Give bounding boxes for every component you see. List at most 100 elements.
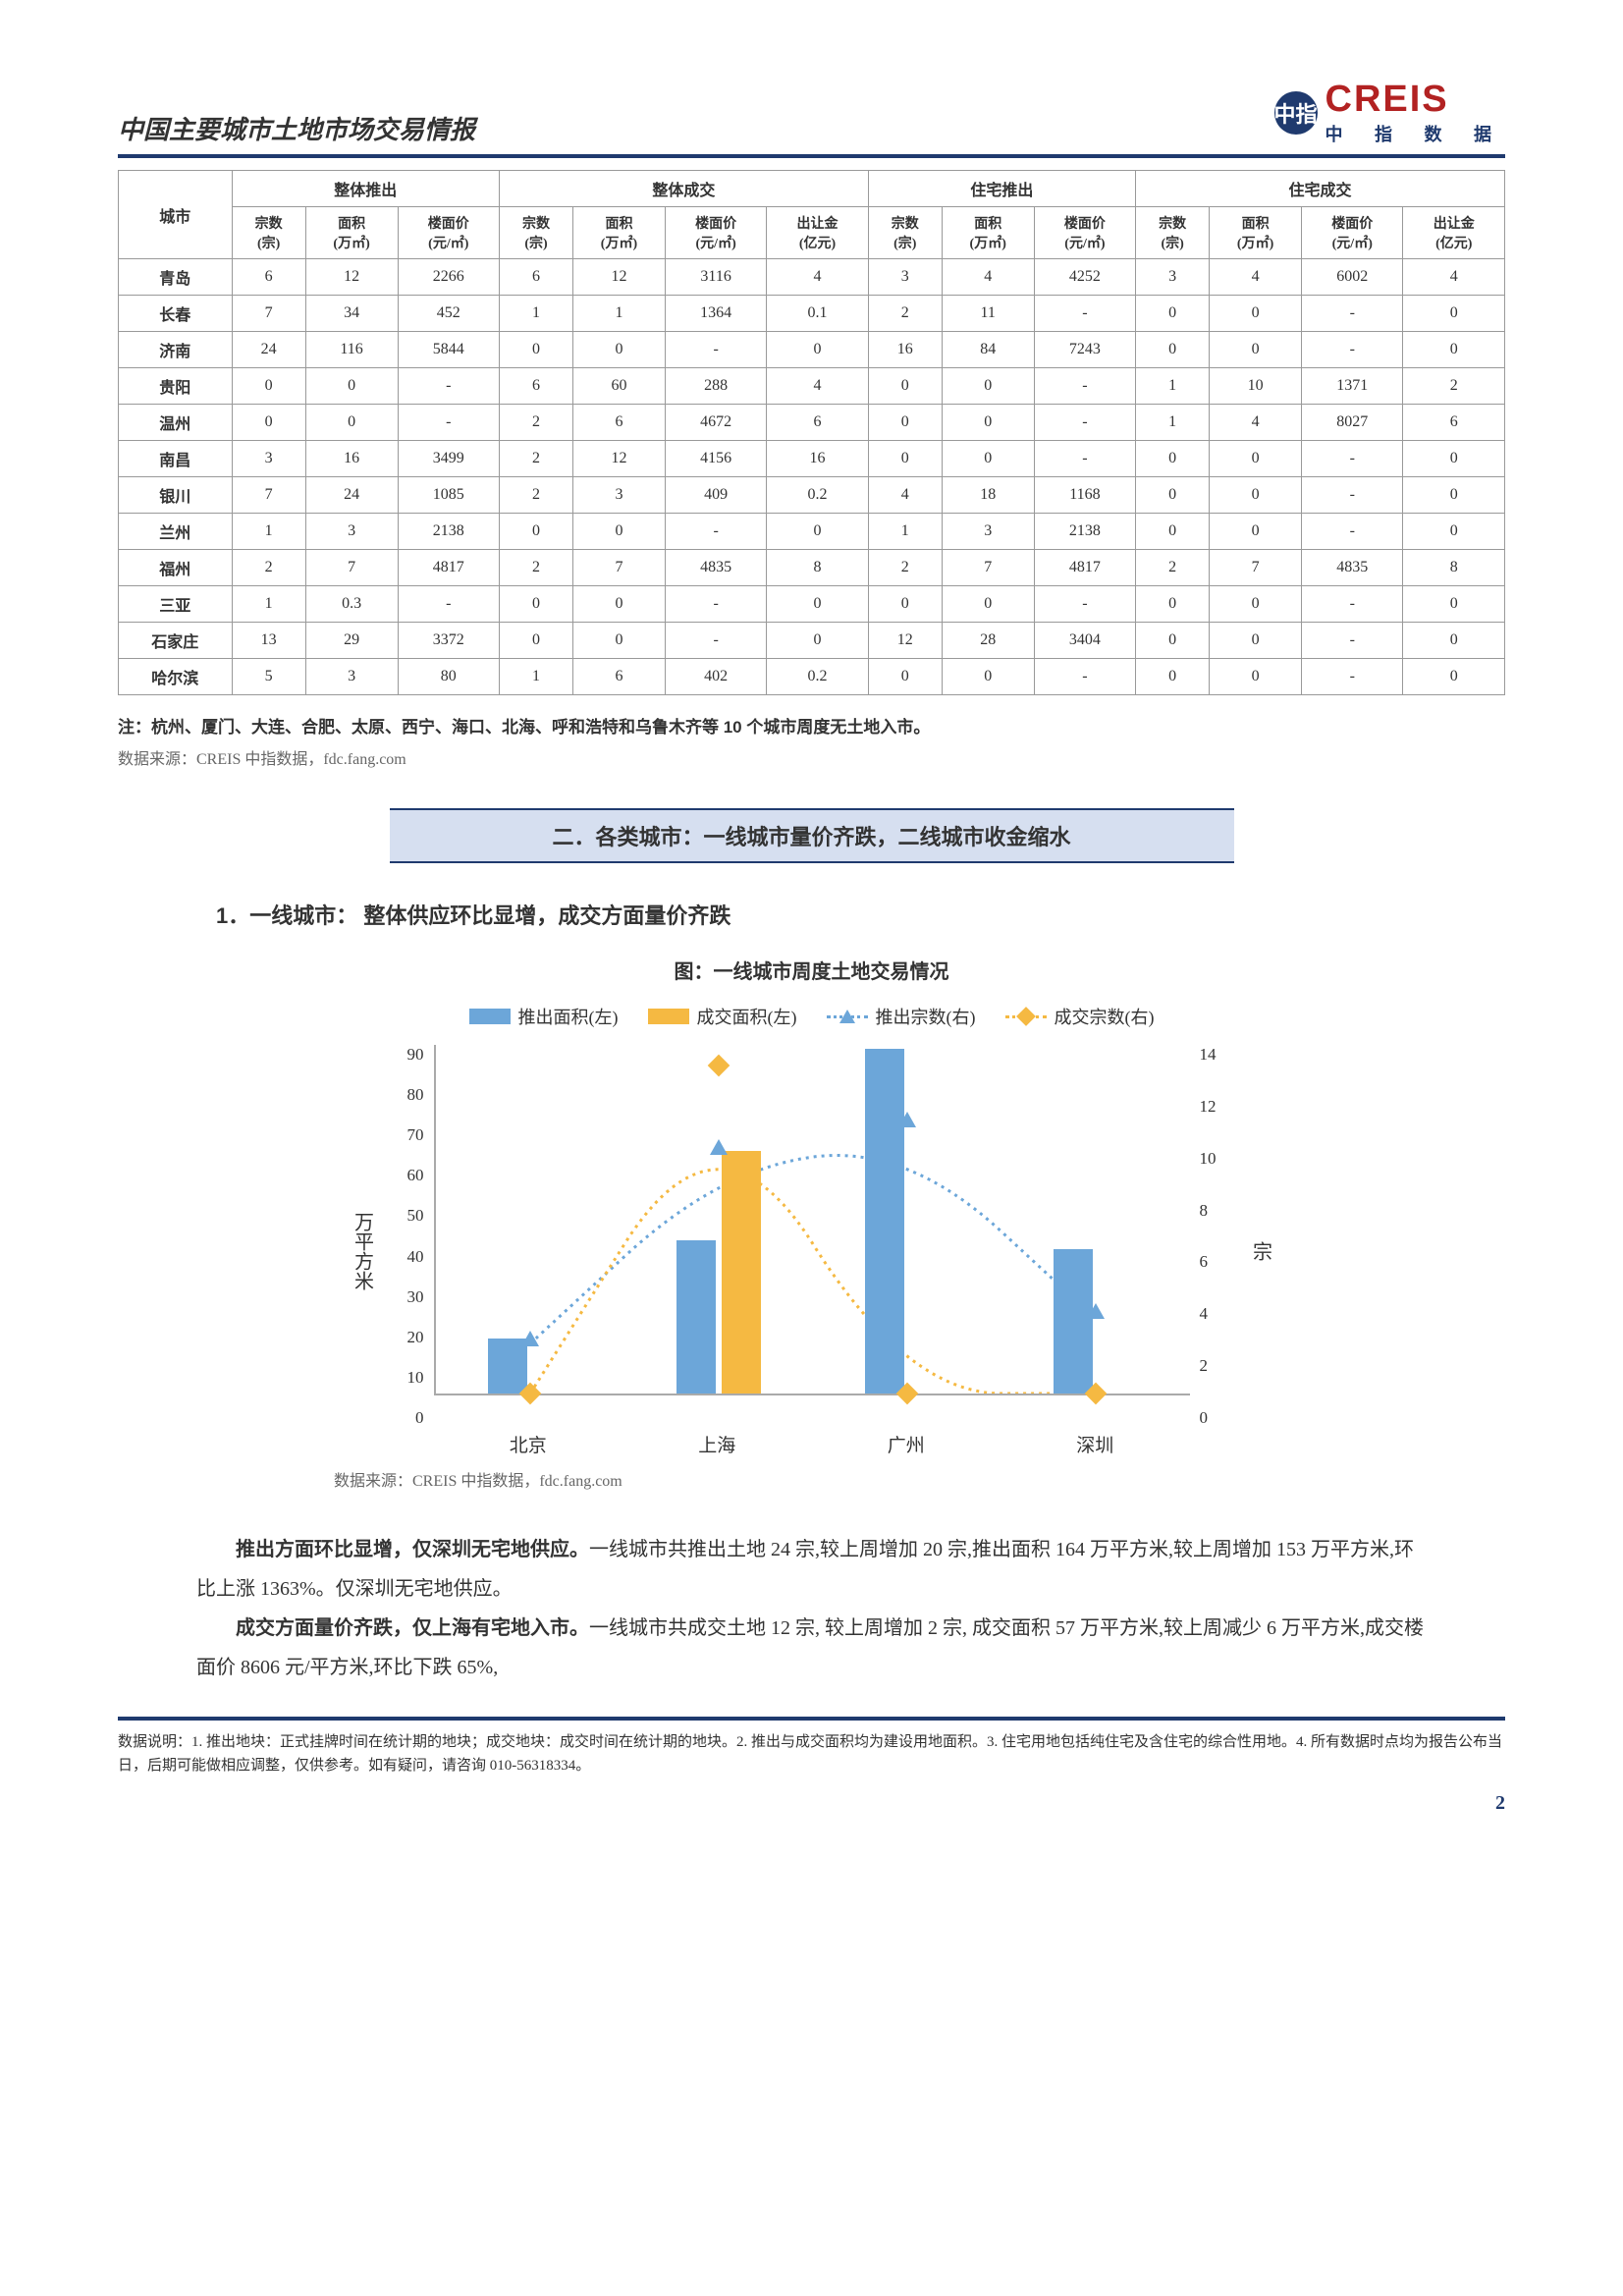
cell-value: 0 bbox=[499, 514, 572, 550]
x-label: 上海 bbox=[622, 1431, 812, 1457]
cell-value: 0 bbox=[942, 441, 1034, 477]
cell-value: 0 bbox=[1136, 659, 1210, 695]
cell-city: 福州 bbox=[119, 550, 233, 586]
legend-swatch-bar2 bbox=[648, 1009, 689, 1024]
y-axis-left-label: 万平方米 bbox=[341, 1212, 385, 1290]
cell-value: 1 bbox=[232, 514, 305, 550]
cell-value: 6 bbox=[572, 405, 665, 441]
y-left-tick: 80 bbox=[385, 1085, 424, 1105]
th-sub: 出让金 (亿元) bbox=[767, 207, 868, 259]
cell-value: 0 bbox=[942, 586, 1034, 623]
cell-city: 银川 bbox=[119, 477, 233, 514]
th-group-1: 整体推出 bbox=[232, 171, 499, 207]
cell-value: 0.1 bbox=[767, 296, 868, 332]
x-label: 北京 bbox=[434, 1431, 623, 1457]
cell-value: 0 bbox=[1403, 623, 1505, 659]
cell-value: - bbox=[398, 586, 499, 623]
cell-value: 0 bbox=[767, 332, 868, 368]
cell-value: - bbox=[1302, 441, 1403, 477]
y-right-tick: 2 bbox=[1200, 1356, 1239, 1376]
cell-value: 3404 bbox=[1034, 623, 1135, 659]
cell-value: 18 bbox=[942, 477, 1034, 514]
y-left-tick: 70 bbox=[385, 1125, 424, 1145]
cell-value: 0 bbox=[868, 659, 942, 695]
cell-value: - bbox=[1302, 477, 1403, 514]
body-paragraph-2: 成交方面量价齐跌，仅上海有宅地入市。一线城市共成交土地 12 宗, 较上周增加 … bbox=[196, 1609, 1427, 1687]
logo-text: CREIS 中 指 数 据 bbox=[1325, 79, 1506, 146]
cell-value: 3372 bbox=[398, 623, 499, 659]
cell-value: 2 bbox=[499, 405, 572, 441]
cell-value: 4 bbox=[767, 368, 868, 405]
cell-value: 2266 bbox=[398, 259, 499, 296]
cell-value: 3 bbox=[305, 659, 398, 695]
cell-value: - bbox=[1302, 296, 1403, 332]
legend-label-line2: 成交宗数(右) bbox=[1055, 1004, 1155, 1029]
cell-value: - bbox=[1034, 296, 1135, 332]
cell-value: 1085 bbox=[398, 477, 499, 514]
chart-area: 万平方米 9080706050403020100 北京上海广州深圳 141210… bbox=[341, 1045, 1283, 1457]
cell-value: 16 bbox=[767, 441, 868, 477]
th-sub: 宗数 (宗) bbox=[232, 207, 305, 259]
y-left-tick: 60 bbox=[385, 1166, 424, 1185]
cell-value: 0 bbox=[1403, 332, 1505, 368]
cell-value: 0 bbox=[1136, 586, 1210, 623]
bar-deal bbox=[722, 1151, 761, 1394]
cell-city: 哈尔滨 bbox=[119, 659, 233, 695]
cell-value: 1 bbox=[1136, 405, 1210, 441]
cell-value: 0 bbox=[942, 405, 1034, 441]
cell-value: 4252 bbox=[1034, 259, 1135, 296]
th-sub: 宗数 (宗) bbox=[1136, 207, 1210, 259]
cell-value: 5 bbox=[232, 659, 305, 695]
cell-value: 3 bbox=[305, 514, 398, 550]
cell-value: 0 bbox=[1136, 296, 1210, 332]
cell-city: 贵阳 bbox=[119, 368, 233, 405]
legend-bar1: 推出面积(左) bbox=[469, 1004, 619, 1029]
cell-value: 409 bbox=[665, 477, 766, 514]
cell-value: 12 bbox=[572, 441, 665, 477]
th-sub: 面积 (万㎡) bbox=[572, 207, 665, 259]
cell-value: 7243 bbox=[1034, 332, 1135, 368]
cell-value: 4835 bbox=[665, 550, 766, 586]
cell-value: 60 bbox=[572, 368, 665, 405]
cell-value: - bbox=[665, 332, 766, 368]
cell-value: 0 bbox=[572, 332, 665, 368]
legend-label-bar2: 成交面积(左) bbox=[697, 1004, 797, 1029]
cell-value: 8 bbox=[1403, 550, 1505, 586]
th-sub: 楼面价 (元/㎡) bbox=[1034, 207, 1135, 259]
cell-value: 4156 bbox=[665, 441, 766, 477]
cell-value: - bbox=[665, 586, 766, 623]
marker-deal-count bbox=[707, 1054, 730, 1076]
cell-value: - bbox=[1034, 405, 1135, 441]
cell-value: 2 bbox=[499, 477, 572, 514]
bar-pushout bbox=[1054, 1249, 1093, 1394]
cell-value: - bbox=[1034, 368, 1135, 405]
y-right-tick: 6 bbox=[1200, 1252, 1239, 1272]
cell-value: 29 bbox=[305, 623, 398, 659]
cell-value: 0 bbox=[767, 514, 868, 550]
table-row: 银川7241085234090.2418116800-0 bbox=[119, 477, 1505, 514]
cell-value: 2 bbox=[868, 550, 942, 586]
th-group-3: 住宅推出 bbox=[868, 171, 1135, 207]
cell-value: 0 bbox=[1403, 586, 1505, 623]
logo: 中指 CREIS 中 指 数 据 bbox=[1274, 79, 1506, 146]
cell-value: 7 bbox=[305, 550, 398, 586]
cell-value: 13 bbox=[232, 623, 305, 659]
bar-group bbox=[1054, 1249, 1138, 1394]
cell-value: 5844 bbox=[398, 332, 499, 368]
cell-value: 28 bbox=[942, 623, 1034, 659]
cell-city: 石家庄 bbox=[119, 623, 233, 659]
cell-value: 2 bbox=[499, 550, 572, 586]
cell-value: 1 bbox=[499, 659, 572, 695]
cell-value: 4 bbox=[767, 259, 868, 296]
cell-value: 0 bbox=[1403, 514, 1505, 550]
th-sub: 楼面价 (元/㎡) bbox=[665, 207, 766, 259]
bar-pushout bbox=[676, 1240, 716, 1394]
cell-value: 1 bbox=[868, 514, 942, 550]
cell-value: 1 bbox=[232, 586, 305, 623]
cell-value: - bbox=[665, 514, 766, 550]
cell-value: 4 bbox=[1403, 259, 1505, 296]
cell-value: 3116 bbox=[665, 259, 766, 296]
cell-city: 济南 bbox=[119, 332, 233, 368]
y-right-tick: 8 bbox=[1200, 1201, 1239, 1221]
table-row: 三亚10.3-00-000-00-0 bbox=[119, 586, 1505, 623]
